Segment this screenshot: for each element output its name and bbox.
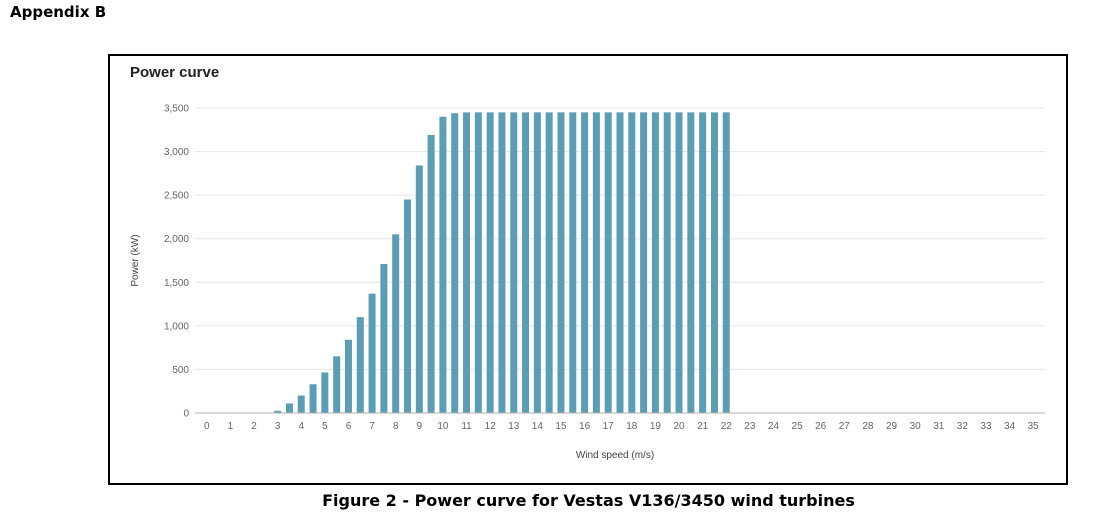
bar [333,356,341,413]
bar [415,165,423,413]
chart-frame: Power curve 0 500 1,000 1,500 2,000 2,500 3,00… [108,54,1068,485]
bar [628,112,636,413]
bar [344,339,352,413]
bar [368,293,376,413]
bar [569,112,577,413]
bar [463,112,471,413]
bar [474,112,482,413]
x-tick-label: 19 [650,421,662,432]
bar [545,112,553,413]
bar [710,112,718,413]
x-tick-label: 31 [933,421,945,432]
bar [427,135,435,413]
bar [309,384,317,413]
x-tick-label: 5 [322,421,328,432]
bar [604,112,612,413]
x-tick-label: 18 [626,421,638,432]
y-tick-label: 2,000 [164,234,189,245]
bar [404,199,411,413]
x-tick-label: 14 [532,421,544,432]
bar [687,112,695,413]
figure-caption: Figure 2 - Power curve for Vestas V136/3… [322,491,855,510]
bars [262,112,730,414]
x-tick-label: 17 [603,421,615,432]
y-tick-label: 3,500 [164,104,189,115]
x-tick-label: 23 [744,421,756,432]
y-tick-labels: 0 500 1,000 1,500 2,000 2,500 3,000 3,500 [164,104,189,420]
x-tick-label: 30 [910,421,922,432]
x-tick-label: 4 [298,421,304,432]
x-tick-label: 12 [485,421,497,432]
x-tick-label: 28 [862,421,874,432]
y-tick-label: 3,000 [164,147,189,158]
bar [722,112,730,413]
x-tick-label: 2 [251,421,257,432]
x-tick-label: 34 [1004,421,1016,432]
bar [533,112,541,413]
x-axis-label: Wind speed (m/s) [576,450,654,461]
bar [297,395,305,413]
x-tick-label: 20 [673,421,685,432]
bar [581,112,589,413]
x-tick-label: 9 [417,421,423,432]
bar [451,113,459,413]
appendix-heading: Appendix B [10,3,107,21]
bar [522,112,530,413]
x-tick-label: 13 [508,421,520,432]
bar [486,112,494,413]
x-tick-label: 15 [555,421,567,432]
bar [699,112,707,413]
x-tick-label: 29 [886,421,898,432]
y-tick-label: 1,000 [164,321,189,332]
bar [640,112,648,413]
x-tick-labels: 0 1 2 3 4 5 6 7 8 9 10 11 12 13 14 15 16 17 18 19 20 21 22 23 24… [204,421,1039,432]
chart-title: Power curve [130,64,220,81]
bar [675,112,683,413]
x-tick-label: 0 [204,421,210,432]
x-tick-label: 27 [839,421,851,432]
y-tick-label: 1,500 [164,278,189,289]
y-tick-label: 2,500 [164,191,189,202]
x-tick-label: 32 [957,421,969,432]
bar [356,317,364,413]
bar [392,234,400,413]
bar [274,410,282,413]
bar [663,112,671,413]
x-tick-label: 1 [228,421,234,432]
bar [498,112,506,413]
bar [616,112,624,413]
x-tick-label: 26 [815,421,827,432]
bar [439,116,447,413]
x-tick-label: 8 [393,421,399,432]
x-tick-label: 33 [980,421,992,432]
x-tick-label: 7 [369,421,375,432]
bar [510,112,518,413]
y-axis-label: Power (kW) [130,234,141,286]
bar [651,112,659,413]
x-tick-label: 6 [346,421,352,432]
x-tick-label: 3 [275,421,281,432]
x-tick-label: 10 [437,421,449,432]
x-tick-label: 16 [579,421,591,432]
bar [592,112,600,413]
y-tick-label: 500 [172,365,189,376]
x-tick-label: 35 [1028,421,1040,432]
bar [557,112,565,413]
y-tick-label: 0 [183,409,189,420]
x-tick-label: 25 [792,421,804,432]
x-tick-label: 11 [461,421,472,432]
x-tick-label: 22 [721,421,733,432]
bar [380,263,388,413]
bar [321,372,329,413]
x-tick-label: 24 [768,421,780,432]
x-tick-label: 21 [697,421,709,432]
bar [285,403,293,413]
